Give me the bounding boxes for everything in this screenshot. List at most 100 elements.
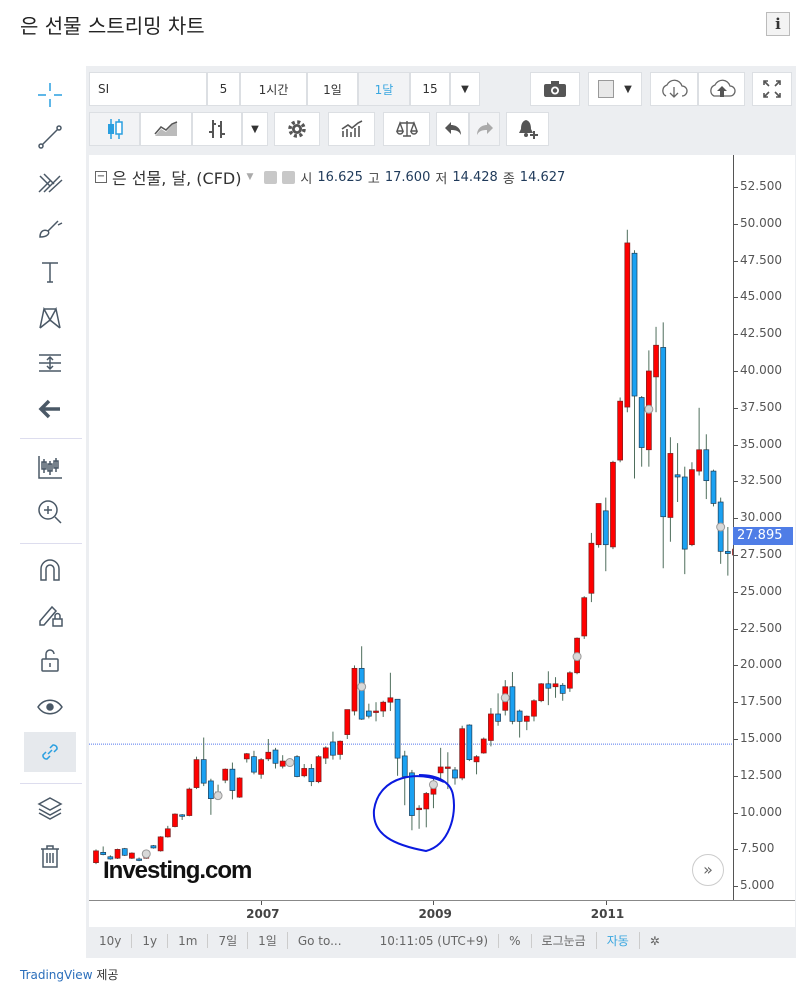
y-tick	[734, 334, 738, 336]
candle-body	[243, 753, 250, 760]
caret-down-icon: ▼	[251, 123, 259, 135]
remove-drawings-tool[interactable]	[24, 836, 76, 876]
caret-down-icon[interactable]: ▼	[246, 172, 254, 182]
screenshot-button[interactable]	[530, 72, 580, 106]
collapse-icon[interactable]: −	[95, 171, 107, 183]
unlock-tool[interactable]	[24, 640, 76, 680]
range-10y[interactable]: 10y	[89, 933, 133, 948]
event-marker	[357, 682, 367, 692]
candle-body	[164, 828, 171, 838]
goto-button[interactable]: Go to...	[297, 933, 342, 948]
measure-tool[interactable]	[24, 343, 76, 383]
redo-button[interactable]	[469, 112, 500, 146]
x-tick	[433, 901, 435, 905]
range-1d[interactable]: 1일	[248, 932, 288, 949]
log-scale-toggle[interactable]: 로그눈금	[532, 932, 597, 949]
indicators-button[interactable]	[328, 112, 375, 146]
symbol-input[interactable]: SI	[89, 72, 207, 106]
range-1m[interactable]: 1m	[168, 933, 209, 948]
range-7d[interactable]: 7일	[208, 932, 249, 949]
settings-button[interactable]	[274, 112, 320, 146]
layers-icon	[37, 797, 63, 820]
candle-body	[559, 684, 566, 694]
y-tick	[734, 518, 738, 520]
candles-style-button[interactable]	[89, 112, 140, 146]
trash-icon	[41, 845, 59, 868]
y-tick	[734, 223, 738, 225]
sync-drawings-tool[interactable]	[24, 732, 76, 772]
toolbar-divider	[20, 783, 82, 784]
info-icon[interactable]: i	[766, 12, 790, 36]
y-tick	[734, 407, 738, 409]
series-name[interactable]: 은 선물, 달, (CFD)	[112, 169, 242, 188]
pitchfork-icon	[38, 173, 63, 193]
load-chart-button[interactable]	[650, 72, 698, 106]
brush-tool[interactable]	[24, 209, 76, 249]
zoom-in-icon	[38, 500, 62, 524]
tradingview-link[interactable]: TradingView	[20, 968, 93, 982]
high-value: 17.600	[384, 169, 431, 185]
candle-body	[186, 788, 193, 816]
candle-body	[365, 710, 372, 717]
candle-body	[495, 713, 501, 722]
zoom-in-tool[interactable]	[24, 492, 76, 532]
hide-toolbar-button[interactable]	[24, 389, 76, 429]
eye-toggle-icon[interactable]	[264, 170, 278, 184]
time-axis[interactable]: 2007 2009 2011	[89, 900, 795, 927]
interval-1d[interactable]: 1일	[307, 72, 358, 106]
candles-tool[interactable]	[24, 447, 76, 487]
line-style-button[interactable]	[140, 112, 192, 146]
add-alert-button[interactable]	[506, 112, 549, 146]
scroll-to-realtime-button[interactable]: »	[692, 854, 724, 886]
auto-scale-toggle[interactable]: 자동	[597, 932, 640, 949]
y-tick	[734, 739, 738, 740]
chart-style-dropdown[interactable]: ▼	[242, 112, 268, 146]
interval-dropdown[interactable]: ▼	[450, 72, 480, 106]
save-chart-button[interactable]	[698, 72, 745, 106]
chart-plot-area[interactable]	[89, 155, 733, 900]
candlestick-chart[interactable]	[89, 155, 733, 900]
percent-toggle[interactable]: %	[499, 933, 532, 948]
candle-body	[509, 686, 516, 722]
y-tick-label: 52.500	[740, 179, 782, 193]
candle-body	[689, 469, 695, 546]
interval-5[interactable]: 5	[207, 72, 240, 106]
toolbar-divider	[20, 543, 82, 544]
caret-down-icon: ▼	[624, 83, 632, 95]
undo-button[interactable]	[436, 112, 469, 146]
event-marker	[572, 652, 582, 662]
trend-line-tool[interactable]	[24, 117, 76, 157]
pitchfork-tool[interactable]	[24, 162, 76, 202]
visibility-tool[interactable]	[24, 687, 76, 727]
lock-drawings-tool[interactable]	[24, 595, 76, 635]
axis-settings-icon[interactable]: ✲	[649, 933, 660, 948]
y-tick-label: 30.000	[740, 510, 782, 525]
y-tick-label: 20.000	[740, 657, 782, 672]
series-settings-icon[interactable]	[282, 170, 296, 184]
open-value: 16.625	[317, 169, 363, 185]
crosshair-tool[interactable]	[24, 75, 76, 115]
interval-15[interactable]: 15	[410, 72, 450, 106]
y-tick	[734, 555, 738, 556]
text-tool[interactable]	[24, 252, 76, 292]
last-price-tag: 27.895	[733, 527, 793, 545]
candle-body	[710, 470, 717, 504]
pattern-tool[interactable]	[24, 298, 76, 338]
interval-1mo[interactable]: 1달	[358, 72, 410, 106]
y-tick	[734, 444, 738, 446]
candle-body	[610, 461, 616, 548]
compare-button[interactable]	[383, 112, 430, 146]
magnet-tool[interactable]	[24, 550, 76, 590]
range-1y[interactable]: 1y	[132, 933, 169, 948]
interval-1h[interactable]: 1시간	[240, 72, 307, 106]
fullscreen-button[interactable]	[752, 72, 792, 106]
line-chart-icon	[154, 121, 178, 136]
candle-body	[258, 759, 264, 775]
object-tree-tool[interactable]	[24, 788, 76, 828]
y-tick-label: 22.500	[740, 620, 782, 635]
color-picker[interactable]: ▼	[588, 72, 642, 106]
bar-style-button[interactable]	[192, 112, 242, 146]
candle-body	[523, 715, 530, 722]
x-tick-label: 2011	[590, 907, 625, 921]
y-tick-label: 12.500	[740, 767, 782, 782]
